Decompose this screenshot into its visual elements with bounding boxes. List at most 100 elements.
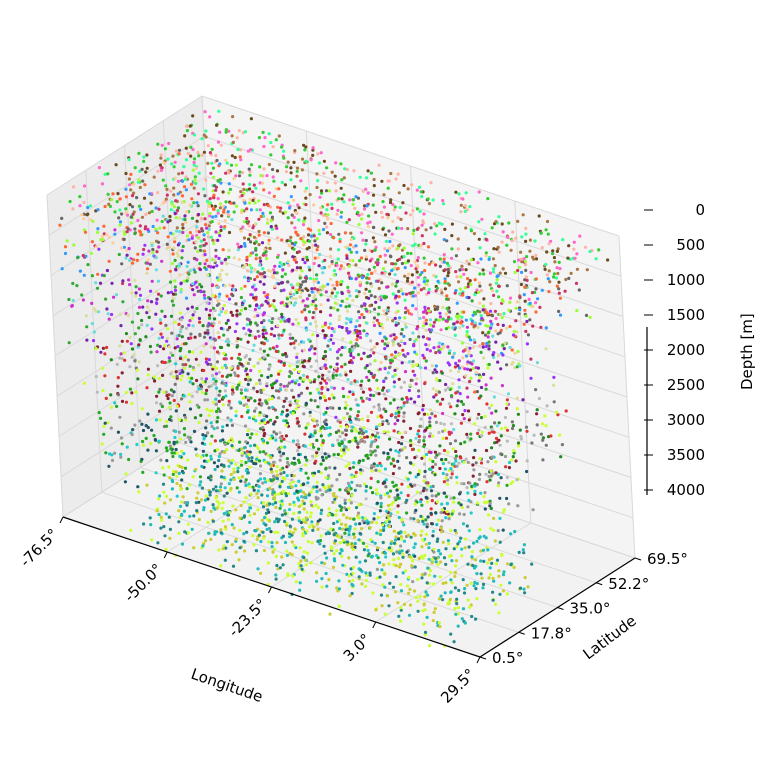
- data-point: [420, 503, 424, 507]
- data-point: [258, 347, 263, 351]
- data-point: [479, 314, 483, 318]
- data-point: [473, 558, 478, 562]
- data-point: [511, 480, 515, 484]
- data-point: [464, 268, 468, 272]
- data-point: [236, 356, 240, 360]
- data-point: [312, 234, 316, 238]
- data-point: [358, 175, 362, 179]
- data-point: [221, 248, 225, 252]
- data-point: [289, 178, 293, 182]
- data-point: [541, 438, 545, 442]
- data-point: [324, 466, 328, 470]
- data-point: [497, 574, 501, 578]
- data-point: [338, 267, 342, 271]
- data-point: [400, 442, 404, 446]
- data-point: [109, 358, 113, 362]
- data-point: [226, 337, 230, 341]
- data-point: [257, 136, 261, 140]
- data-point: [339, 282, 343, 286]
- data-point: [317, 391, 321, 395]
- data-point: [392, 429, 396, 433]
- data-point: [314, 459, 318, 463]
- data-point: [283, 352, 288, 356]
- data-point: [129, 172, 133, 176]
- data-point: [402, 415, 406, 419]
- data-point: [175, 474, 179, 478]
- data-point: [255, 208, 259, 212]
- data-point: [237, 174, 242, 178]
- data-point: [307, 293, 311, 297]
- data-point: [422, 462, 427, 466]
- data-point: [227, 464, 231, 468]
- data-point: [406, 309, 410, 313]
- data-point: [285, 414, 289, 418]
- data-point: [247, 167, 251, 171]
- data-point: [282, 470, 286, 475]
- data-point: [387, 520, 392, 524]
- data-point: [412, 545, 416, 550]
- data-point: [391, 262, 395, 266]
- data-point: [248, 444, 253, 448]
- data-point: [494, 471, 498, 475]
- data-point: [217, 231, 221, 235]
- data-point: [240, 414, 244, 419]
- data-point: [171, 154, 175, 158]
- data-point: [398, 205, 402, 209]
- data-point: [191, 382, 195, 386]
- data-point: [349, 381, 353, 385]
- data-point: [317, 375, 321, 379]
- data-point: [301, 482, 305, 487]
- data-point: [486, 500, 490, 504]
- data-point: [268, 486, 272, 491]
- data-point: [487, 576, 491, 580]
- data-point: [271, 502, 275, 506]
- data-point: [185, 234, 189, 238]
- data-point: [276, 530, 280, 535]
- data-point: [191, 365, 195, 370]
- data-point: [474, 461, 478, 465]
- data-point: [525, 410, 529, 414]
- data-point: [406, 251, 410, 255]
- data-point: [328, 322, 332, 326]
- data-point: [387, 366, 392, 370]
- data-point: [218, 202, 222, 206]
- data-point: [214, 397, 218, 401]
- data-point: [259, 214, 263, 219]
- data-point: [506, 392, 511, 396]
- data-point: [557, 291, 561, 295]
- data-point: [267, 238, 271, 242]
- data-point: [497, 438, 501, 442]
- data-point: [460, 547, 464, 551]
- data-point: [217, 109, 221, 113]
- data-point: [245, 207, 249, 211]
- data-point: [195, 306, 199, 311]
- data-point: [252, 183, 256, 187]
- data-point: [133, 332, 137, 336]
- data-point: [236, 248, 240, 252]
- data-point: [290, 540, 294, 544]
- data-point: [216, 211, 220, 215]
- data-point: [181, 471, 185, 475]
- data-point: [212, 461, 216, 465]
- data-point: [340, 197, 344, 201]
- data-point: [258, 181, 262, 185]
- data-point: [397, 466, 401, 470]
- data-point: [350, 480, 354, 484]
- data-point: [479, 461, 484, 465]
- data-point: [148, 516, 152, 520]
- data-point: [208, 308, 213, 313]
- data-point: [499, 452, 503, 456]
- data-point: [473, 580, 477, 585]
- data-point: [233, 329, 237, 334]
- data-point: [136, 377, 140, 381]
- data-point: [351, 298, 355, 302]
- data-point: [271, 175, 275, 179]
- data-point: [411, 290, 415, 294]
- data-point: [296, 404, 300, 408]
- data-point: [396, 246, 400, 250]
- data-point: [340, 291, 344, 296]
- data-point: [234, 414, 238, 418]
- data-point: [420, 529, 424, 533]
- data-point: [213, 308, 217, 313]
- data-point: [173, 346, 177, 350]
